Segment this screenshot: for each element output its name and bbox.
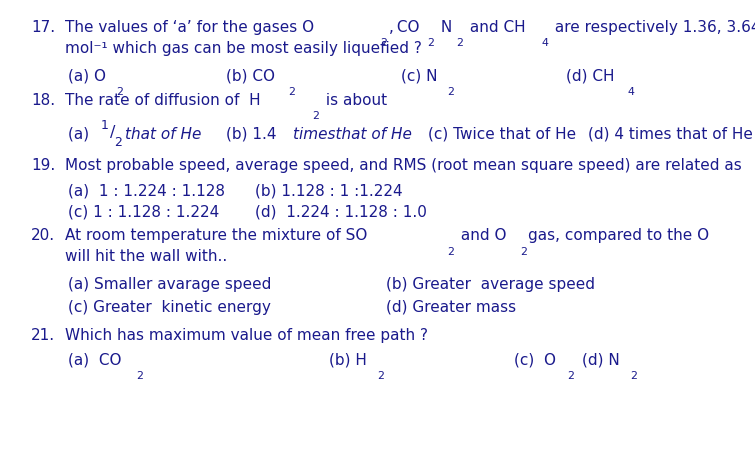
Text: (b) CO: (b) CO [226,68,275,83]
Text: are respectively 1.36, 3.64, 1.39 and 2.253 L² atm: are respectively 1.36, 3.64, 1.39 and 2.… [550,20,755,35]
Text: (c) Twice that of He: (c) Twice that of He [428,127,576,142]
Text: (b) 1.128 : 1 :1.224: (b) 1.128 : 1 :1.224 [255,183,403,198]
Text: (d) CH: (d) CH [566,68,615,83]
Text: is about: is about [321,93,387,108]
Text: 2: 2 [114,136,122,149]
Text: (a) O: (a) O [68,68,106,83]
Text: 17.: 17. [31,20,55,35]
Text: that of He: that of He [125,127,202,142]
Text: (a)  CO: (a) CO [68,353,122,368]
Text: (c) 1 : 1.128 : 1.224: (c) 1 : 1.128 : 1.224 [68,205,220,220]
Text: 2: 2 [447,247,454,257]
Text: (a)  1 : 1.224 : 1.128: (a) 1 : 1.224 : 1.128 [68,183,225,198]
Text: will hit the wall with..: will hit the wall with.. [65,249,227,264]
Text: (c)  O: (c) O [514,353,556,368]
Text: and CH: and CH [465,20,525,35]
Text: 1: 1 [101,119,109,132]
Text: (d) 4 times that of He: (d) 4 times that of He [588,127,753,142]
Text: Most probable speed, average speed, and RMS (root mean square speed) are related: Most probable speed, average speed, and … [65,159,741,173]
Text: and O: and O [456,229,507,243]
Text: 2: 2 [456,38,464,48]
Text: mol⁻¹ which gas can be most easily liquefied ?: mol⁻¹ which gas can be most easily lique… [65,41,422,56]
Text: 2: 2 [380,38,387,48]
Text: (a): (a) [68,127,94,142]
Text: 2: 2 [136,371,143,381]
Text: 2: 2 [519,247,526,257]
Text: 2: 2 [288,87,294,96]
Text: (d)  1.224 : 1.128 : 1.0: (d) 1.224 : 1.128 : 1.0 [255,205,427,220]
Text: (d) N: (d) N [582,353,620,368]
Text: 2: 2 [116,87,123,96]
Text: 2: 2 [427,38,434,48]
Text: (b) 1.4: (b) 1.4 [226,127,279,142]
Text: The rate of diffusion of  H: The rate of diffusion of H [65,93,260,108]
Text: 2: 2 [378,371,384,381]
Text: (b) H: (b) H [329,353,367,368]
Text: gas, compared to the O: gas, compared to the O [528,229,710,243]
Text: 19.: 19. [31,159,55,173]
Text: 21.: 21. [31,328,55,343]
Text: 2: 2 [630,371,637,381]
Text: timesthat of He: timesthat of He [294,127,412,142]
Text: At room temperature the mixture of SO: At room temperature the mixture of SO [65,229,367,243]
Text: /: / [109,125,115,140]
Text: N: N [436,20,452,35]
Text: (d) Greater mass: (d) Greater mass [387,300,516,315]
Text: (c) Greater  kinetic energy: (c) Greater kinetic energy [68,300,271,315]
Text: 2: 2 [568,371,575,381]
Text: 2: 2 [447,87,455,96]
Text: 2: 2 [312,112,319,121]
Text: Which has maximum value of mean free path ?: Which has maximum value of mean free pat… [65,328,428,343]
Text: (a) Smaller avarage speed: (a) Smaller avarage speed [68,277,272,292]
Text: 20.: 20. [31,229,55,243]
Text: (b) Greater  average speed: (b) Greater average speed [387,277,596,292]
Text: 4: 4 [541,38,549,48]
Text: 4: 4 [627,87,634,96]
Text: , CO: , CO [389,20,419,35]
Text: (c) N: (c) N [401,68,438,83]
Text: 18.: 18. [31,93,55,108]
Text: The values of ‘a’ for the gases O: The values of ‘a’ for the gases O [65,20,314,35]
